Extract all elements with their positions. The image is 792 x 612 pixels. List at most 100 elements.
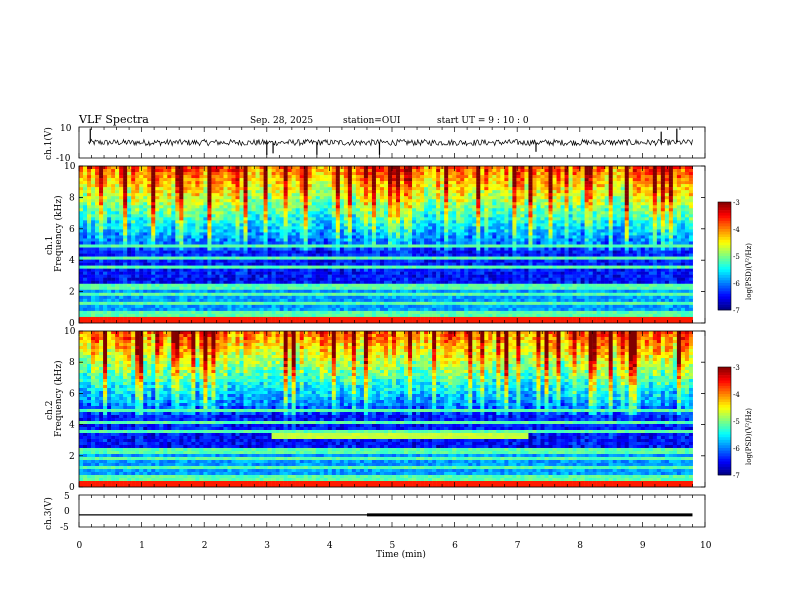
spec-cell — [600, 175, 605, 179]
spec-cell — [283, 253, 288, 257]
spec-cell — [363, 250, 369, 254]
spec-cell — [267, 205, 272, 209]
spec-cell — [119, 205, 124, 209]
spec-cell — [680, 241, 686, 245]
spec-cell — [227, 238, 232, 242]
spec-cell — [303, 190, 308, 194]
spec-cell — [576, 184, 581, 188]
spec-cell — [95, 196, 100, 200]
spec-cell — [367, 247, 373, 251]
spec-cell — [616, 202, 621, 206]
spec-cell — [696, 202, 702, 206]
spec-cell — [219, 238, 224, 242]
spec-cell — [311, 214, 316, 218]
spec-cell — [231, 193, 236, 197]
spec-cell — [692, 214, 698, 218]
spec-cell — [664, 250, 670, 254]
spec-cell — [532, 205, 537, 209]
spec-cell — [700, 187, 706, 191]
spec-cell — [624, 199, 629, 203]
spec-cell — [680, 199, 686, 203]
spec-cell — [131, 187, 136, 191]
spec-cell — [608, 214, 613, 218]
spec-cell — [287, 235, 292, 239]
spec-cell — [291, 190, 296, 194]
spec-cell — [644, 217, 650, 221]
spec-cell — [119, 190, 124, 194]
spec-cell — [371, 205, 377, 209]
spec-cell — [231, 223, 236, 227]
spec-cell — [700, 205, 706, 209]
spec-cell — [87, 178, 92, 182]
spec-cell — [351, 253, 357, 257]
spec-cell — [528, 181, 533, 185]
spec-cell — [351, 166, 357, 170]
spec-cell — [520, 256, 525, 260]
spec-cell — [383, 196, 389, 200]
spec-cell — [464, 217, 469, 221]
spec-cell — [191, 256, 196, 260]
spec-cell — [688, 232, 694, 236]
spec-cell — [488, 208, 493, 212]
spec-cell — [424, 190, 429, 194]
spec-cell — [167, 193, 172, 197]
spec-cell — [223, 205, 228, 209]
spec-cell — [624, 256, 629, 260]
spec-cell — [520, 193, 525, 197]
spec-cell — [83, 181, 88, 185]
spec-cell — [632, 193, 638, 197]
spec-cell — [155, 166, 160, 170]
spec-cell — [676, 196, 682, 200]
spec-cell — [351, 232, 357, 236]
spec-cell — [640, 238, 646, 242]
spec-cell — [392, 259, 397, 263]
ch1-waveform-panel: 10 -10 ch.1(V) — [43, 124, 706, 164]
spec-cell — [315, 178, 321, 182]
spec-cell — [680, 178, 686, 182]
spec-cell — [351, 238, 357, 242]
spec-cell — [231, 172, 236, 176]
spec-cell — [371, 190, 377, 194]
spec-cell — [187, 256, 192, 260]
spec-cell — [359, 175, 365, 179]
spec-cell — [572, 214, 577, 218]
spec-cell — [664, 172, 670, 176]
spec-cell — [195, 205, 200, 209]
spec-cell — [576, 196, 581, 200]
spec-cell — [544, 187, 549, 191]
spec-cell — [79, 223, 84, 227]
spec-cell — [315, 184, 321, 188]
spec-cell — [576, 220, 581, 224]
spec-cell — [640, 166, 646, 170]
spec-cell — [331, 181, 337, 185]
spec-cell — [524, 220, 529, 224]
spec-cell — [668, 175, 674, 179]
spec-cell — [688, 181, 694, 185]
spec-cell — [83, 259, 88, 263]
spec-cell — [91, 166, 96, 170]
spec-cell — [448, 199, 453, 203]
spec-cell — [436, 241, 441, 245]
spec-cell — [199, 229, 204, 233]
spec-cell — [524, 259, 529, 263]
spec-cell — [476, 184, 481, 188]
ch1-trace — [88, 138, 693, 147]
spec-cell — [195, 217, 200, 221]
spec-cell — [159, 235, 164, 239]
spec-cell — [524, 190, 529, 194]
spec-cell — [311, 166, 316, 170]
spec-cell — [596, 202, 601, 206]
spec-cell — [151, 202, 156, 206]
spec-cell — [576, 166, 581, 170]
spec-cell — [412, 256, 417, 260]
spec-cell — [79, 202, 84, 206]
spec-cell — [580, 202, 585, 206]
spec-cell — [460, 181, 465, 185]
spec-cell — [700, 217, 706, 221]
spec-cell — [199, 169, 204, 173]
spec-cell — [199, 253, 204, 257]
spec-cell — [87, 190, 92, 194]
spec-cell — [408, 220, 413, 224]
spec-cell — [628, 256, 634, 260]
spec-cell — [275, 202, 280, 206]
